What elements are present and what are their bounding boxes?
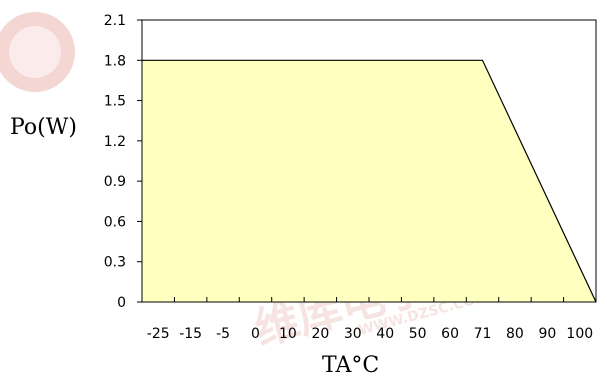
x-axis: -25 -15 -5 0 10 20 30 40 50 60 71 80 90 100 [147,297,593,342]
x-tick-label: 80 [506,326,524,342]
x-tick-label: 0 [251,326,260,342]
x-tick-label: -5 [216,326,230,342]
y-tick-label: 2.1 [104,13,126,29]
x-tick-label: 20 [311,326,329,342]
x-tick-label: 10 [279,326,297,342]
series-line [142,59,597,303]
x-tick-label: 50 [409,326,427,342]
x-tick-label: -25 [147,326,170,342]
y-tick-label: 1.8 [104,53,126,69]
y-tick-label: 0.9 [104,174,126,190]
x-axis-title: TA°C [322,353,379,376]
y-axis: 0 0.3 0.6 0.9 1.2 1.5 1.8 2.1 [104,13,142,311]
x-tick-label: 100 [566,326,593,342]
y-tick-label: 1.5 [104,94,126,110]
x-tick-label: 60 [441,326,459,342]
x-tick-label: 40 [376,326,394,342]
x-tick-label: 30 [344,326,362,342]
y-tick-label: 0 [117,295,126,311]
x-tick-label: 71 [474,326,492,342]
area-fill [142,60,596,302]
y-axis-title: Po(W) [10,115,77,140]
x-tick-label: 90 [538,326,556,342]
y-tick-label: 0.3 [104,255,126,271]
y-tick-label: 0.6 [104,214,126,230]
y-tick-label: 1.2 [104,134,126,150]
x-tick-label: -15 [179,326,202,342]
